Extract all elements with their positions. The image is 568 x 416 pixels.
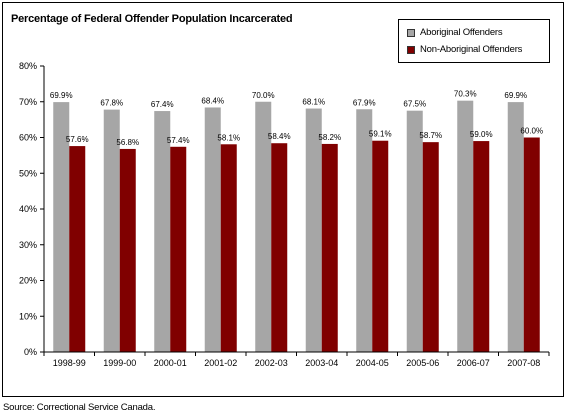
x-tick-label-2005-06: 2005-06 xyxy=(406,358,439,368)
value-label-aboriginal-2007-08: 69.9% xyxy=(504,91,527,100)
bar-chart-plot: 69.9% 57.6% 1998-99 67.8% 56.8% 1999-00 67.4% 5… xyxy=(19,61,550,368)
bar-non-aboriginal-2004-05 xyxy=(372,140,389,352)
x-tick-label-2002-03: 2002-03 xyxy=(255,358,288,368)
x-tick-label-1999-00: 1999-00 xyxy=(103,358,136,368)
y-tick-label-20%: 20% xyxy=(19,276,37,286)
x-tick-label-2000-01: 2000-01 xyxy=(154,358,187,368)
legend-swatch-non-aboriginal xyxy=(407,46,415,54)
bar-non-aboriginal-2001-02 xyxy=(220,144,237,352)
value-label-non-aboriginal-2000-01: 57.4% xyxy=(167,136,190,145)
y-tick-label-0%: 0% xyxy=(24,347,37,357)
bar-non-aboriginal-1999-00 xyxy=(119,148,136,352)
y-tick-label-60%: 60% xyxy=(19,133,37,143)
x-tick-label-2001-02: 2001-02 xyxy=(204,358,237,368)
bar-non-aboriginal-2007-08 xyxy=(523,137,540,352)
value-label-aboriginal-2001-02: 68.4% xyxy=(201,96,224,105)
bar-non-aboriginal-2000-01 xyxy=(170,146,187,352)
x-tick-label-2006-07: 2006-07 xyxy=(457,358,490,368)
bar-non-aboriginal-2006-07 xyxy=(473,141,490,352)
y-tick-label-30%: 30% xyxy=(19,240,37,250)
x-tick-label-2004-05: 2004-05 xyxy=(356,358,389,368)
y-tick-label-40%: 40% xyxy=(19,204,37,214)
bar-aboriginal-2007-08 xyxy=(507,102,524,352)
source-note: Source: Correctional Service Canada. xyxy=(3,402,156,413)
bar-aboriginal-2001-02 xyxy=(204,107,221,352)
y-tick-label-10%: 10% xyxy=(19,311,37,321)
value-label-non-aboriginal-2005-06: 58.7% xyxy=(419,131,442,140)
value-label-aboriginal-1999-00: 67.8% xyxy=(100,99,123,108)
value-label-aboriginal-2004-05: 67.9% xyxy=(353,98,376,107)
bar-aboriginal-2006-07 xyxy=(457,100,474,353)
value-label-non-aboriginal-2003-04: 58.2% xyxy=(318,133,341,142)
bar-non-aboriginal-2005-06 xyxy=(422,142,439,352)
value-label-non-aboriginal-2002-03: 58.4% xyxy=(268,132,291,141)
x-tick-label-2003-04: 2003-04 xyxy=(305,358,338,368)
y-tick-label-70%: 70% xyxy=(19,97,37,107)
bar-aboriginal-2002-03 xyxy=(255,101,272,352)
legend-label-non-aboriginal: Non-Aboriginal Offenders xyxy=(420,44,523,55)
value-label-non-aboriginal-1999-00: 56.8% xyxy=(116,138,139,147)
value-label-aboriginal-2000-01: 67.4% xyxy=(151,100,174,109)
bar-aboriginal-2005-06 xyxy=(406,110,423,352)
value-label-non-aboriginal-1998-99: 57.6% xyxy=(66,135,89,144)
legend-label-aboriginal: Aboriginal Offenders xyxy=(420,27,503,38)
chart-title: Percentage of Federal Offender Populatio… xyxy=(11,13,293,25)
y-tick-label-50%: 50% xyxy=(19,168,37,178)
bar-non-aboriginal-1998-99 xyxy=(69,146,86,352)
bar-aboriginal-2003-04 xyxy=(305,108,322,352)
bar-aboriginal-1999-00 xyxy=(103,109,120,353)
value-label-aboriginal-1998-99: 69.9% xyxy=(50,91,73,100)
value-label-non-aboriginal-2004-05: 59.1% xyxy=(369,130,392,139)
value-label-aboriginal-2006-07: 70.3% xyxy=(454,90,477,99)
bar-aboriginal-2000-01 xyxy=(154,111,171,352)
bar-aboriginal-1998-99 xyxy=(53,102,70,352)
x-tick-label-1998-99: 1998-99 xyxy=(53,358,86,368)
legend-swatch-aboriginal xyxy=(407,29,415,37)
value-label-non-aboriginal-2007-08: 60.0% xyxy=(520,127,543,136)
bar-non-aboriginal-2003-04 xyxy=(321,143,338,352)
bar-aboriginal-2004-05 xyxy=(356,109,373,352)
value-label-aboriginal-2005-06: 67.5% xyxy=(403,100,426,109)
value-label-aboriginal-2003-04: 68.1% xyxy=(302,98,325,107)
value-label-non-aboriginal-2006-07: 59.0% xyxy=(470,130,493,139)
value-label-aboriginal-2002-03: 70.0% xyxy=(252,91,275,100)
legend: Aboriginal Offenders Non-Aboriginal Offe… xyxy=(398,19,550,63)
value-label-non-aboriginal-2001-02: 58.1% xyxy=(217,133,240,142)
y-tick-label-80%: 80% xyxy=(19,61,37,71)
x-tick-label-2007-08: 2007-08 xyxy=(507,358,540,368)
bar-non-aboriginal-2002-03 xyxy=(271,143,288,352)
